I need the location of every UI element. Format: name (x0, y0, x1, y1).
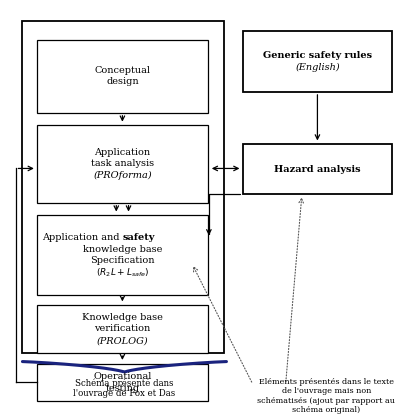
Text: (PROforma): (PROforma) (93, 171, 152, 180)
Text: Application and: Application and (42, 233, 122, 242)
Bar (243, 144, 392, 194)
Text: Knowledge base: Knowledge base (82, 313, 163, 322)
Bar (37, 125, 208, 203)
Bar (37, 364, 208, 401)
Text: design: design (106, 77, 139, 87)
Text: (English): (English) (295, 63, 340, 72)
Text: Schéma présenté dans
l'ouvrage de Fox et Das: Schéma présenté dans l'ouvrage de Fox et… (73, 378, 175, 398)
Text: Specification: Specification (90, 256, 155, 265)
Bar (37, 305, 208, 353)
Text: safety: safety (122, 233, 155, 242)
Text: Operational: Operational (93, 372, 152, 381)
Text: (PROLOG): (PROLOG) (97, 336, 148, 345)
Text: task analysis: task analysis (91, 159, 154, 168)
Text: knowledge base: knowledge base (83, 245, 162, 254)
Text: Generic safety rules: Generic safety rules (263, 51, 372, 60)
Text: testing: testing (105, 384, 140, 393)
Text: Hazard analysis: Hazard analysis (274, 165, 361, 174)
Text: Conceptual: Conceptual (94, 66, 151, 75)
Text: $(R_2L + L_{safe})$: $(R_2L + L_{safe})$ (96, 266, 149, 279)
Text: Eléments présentés dans le texte
de l'ouvrage mais non
schématisés (ajout par ra: Eléments présentés dans le texte de l'ou… (257, 378, 395, 414)
Text: Application: Application (94, 148, 151, 157)
Bar (22, 21, 224, 353)
Bar (243, 31, 392, 92)
Text: verification: verification (94, 324, 151, 334)
Bar (37, 215, 208, 295)
Bar (37, 40, 208, 113)
